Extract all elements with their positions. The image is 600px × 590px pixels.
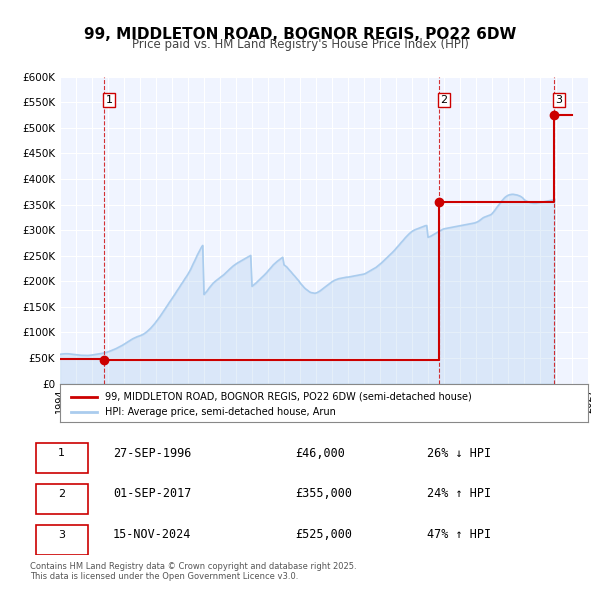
Text: 24% ↑ HPI: 24% ↑ HPI xyxy=(427,487,491,500)
Text: 3: 3 xyxy=(556,95,563,105)
Text: 2: 2 xyxy=(440,95,448,105)
FancyBboxPatch shape xyxy=(35,443,88,473)
Text: 26% ↓ HPI: 26% ↓ HPI xyxy=(427,447,491,460)
Text: 01-SEP-2017: 01-SEP-2017 xyxy=(113,487,191,500)
Text: 27-SEP-1996: 27-SEP-1996 xyxy=(113,447,191,460)
Text: 1: 1 xyxy=(106,95,112,105)
Text: 3: 3 xyxy=(58,530,65,540)
Text: 2: 2 xyxy=(58,489,65,499)
Text: HPI: Average price, semi-detached house, Arun: HPI: Average price, semi-detached house,… xyxy=(105,407,336,417)
Text: 99, MIDDLETON ROAD, BOGNOR REGIS, PO22 6DW: 99, MIDDLETON ROAD, BOGNOR REGIS, PO22 6… xyxy=(84,27,516,41)
Text: Contains HM Land Registry data © Crown copyright and database right 2025.
This d: Contains HM Land Registry data © Crown c… xyxy=(30,562,356,581)
Text: 15-NOV-2024: 15-NOV-2024 xyxy=(113,528,191,541)
FancyBboxPatch shape xyxy=(35,484,88,514)
FancyBboxPatch shape xyxy=(35,525,88,555)
Text: 1: 1 xyxy=(58,448,65,458)
Text: £525,000: £525,000 xyxy=(295,528,352,541)
Text: £46,000: £46,000 xyxy=(295,447,345,460)
Text: Price paid vs. HM Land Registry's House Price Index (HPI): Price paid vs. HM Land Registry's House … xyxy=(131,38,469,51)
Text: £355,000: £355,000 xyxy=(295,487,352,500)
Text: 99, MIDDLETON ROAD, BOGNOR REGIS, PO22 6DW (semi-detached house): 99, MIDDLETON ROAD, BOGNOR REGIS, PO22 6… xyxy=(105,392,472,402)
Text: 47% ↑ HPI: 47% ↑ HPI xyxy=(427,528,491,541)
